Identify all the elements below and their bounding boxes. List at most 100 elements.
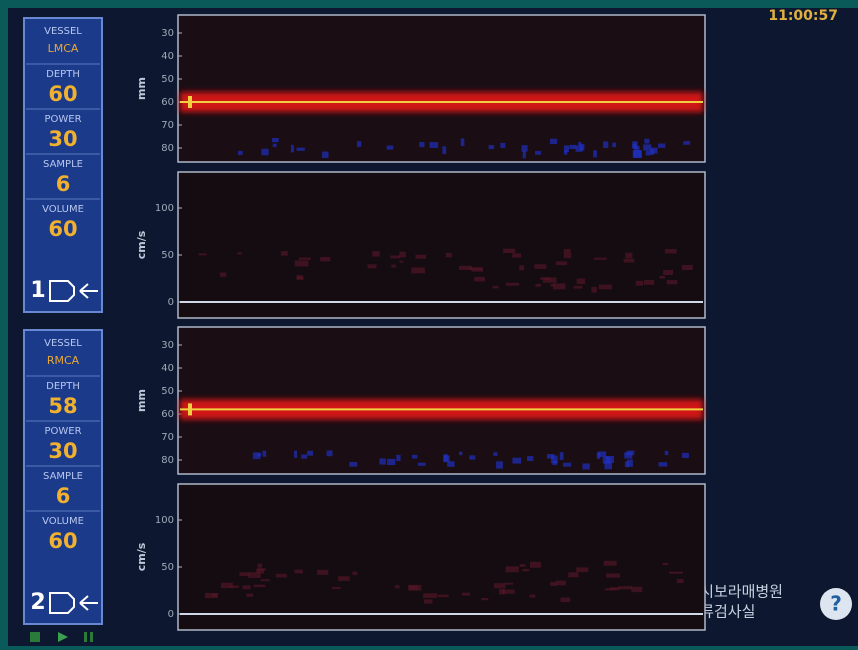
y-tick-label: 50: [161, 250, 174, 261]
flow-speck: [442, 146, 446, 154]
noise-speck: [493, 286, 499, 289]
y-tick-label: 80: [161, 143, 174, 154]
pause-button[interactable]: [90, 632, 93, 642]
y-tick-label: 0: [168, 609, 174, 620]
flow-speck: [593, 150, 597, 157]
flow-speck: [327, 450, 333, 456]
noise-speck: [503, 249, 515, 253]
noise-speck: [564, 249, 571, 253]
flow-speck: [459, 452, 462, 455]
pause-button[interactable]: [84, 632, 87, 642]
noise-speck: [644, 280, 654, 285]
noise-speck: [299, 258, 311, 260]
noise-speck: [623, 259, 634, 263]
flow-speck: [396, 455, 400, 461]
noise-speck: [556, 261, 567, 265]
noise-speck: [605, 588, 617, 590]
noise-speck: [663, 270, 673, 275]
noise-speck: [553, 283, 565, 289]
flow-speck: [547, 454, 554, 459]
noise-speck: [390, 256, 400, 259]
flow-speck: [357, 141, 361, 147]
noise-speck: [338, 576, 350, 581]
y-tick-label: 70: [161, 120, 174, 131]
y-tick-label: 50: [161, 562, 174, 573]
flow-speck: [322, 152, 328, 158]
clock: 11:00:57: [768, 8, 838, 24]
noise-speck: [423, 593, 437, 598]
noise-speck: [258, 564, 263, 568]
noise-speck: [317, 570, 328, 575]
flow-speck: [569, 145, 576, 149]
flow-speck: [496, 461, 503, 468]
noise-speck: [591, 287, 597, 293]
noise-speck: [395, 585, 400, 588]
noise-speck: [535, 284, 541, 287]
flow-speck: [552, 461, 557, 465]
noise-speck: [499, 589, 505, 595]
help-glyph: ?: [830, 592, 842, 616]
noise-speck: [320, 257, 330, 262]
flow-speck: [683, 141, 690, 145]
flow-speck: [597, 452, 600, 459]
noise-speck: [550, 582, 556, 586]
spectrum-plot: [178, 172, 705, 318]
field-value: 60: [48, 82, 77, 106]
button[interactable]: [30, 632, 40, 642]
flow-speck: [489, 145, 495, 149]
noise-speck: [506, 283, 519, 286]
y-tick-label: 60: [161, 409, 174, 420]
flow-speck: [560, 452, 564, 460]
flow-speck: [682, 453, 689, 458]
flow-speck: [564, 150, 567, 154]
flow-speck: [612, 143, 616, 147]
flow-speck: [563, 463, 571, 467]
noise-speck: [332, 587, 341, 589]
flow-speck: [238, 151, 243, 155]
flow-speck: [257, 453, 261, 456]
noise-speck: [618, 586, 632, 589]
noise-speck: [281, 251, 288, 256]
noise-speck: [462, 593, 470, 596]
noise-speck: [519, 265, 524, 270]
noise-speck: [474, 277, 485, 282]
axis-unit: cm/s: [135, 542, 148, 571]
y-tick-label: 80: [161, 455, 174, 466]
flow-speck: [580, 144, 584, 151]
axis-unit: mm: [135, 389, 148, 412]
flow-speck: [387, 145, 394, 149]
noise-speck: [237, 252, 242, 254]
field-value: 60: [48, 529, 77, 553]
noise-speck: [505, 566, 518, 572]
flow-speck: [651, 148, 658, 154]
noise-speck: [625, 253, 632, 259]
flow-speck: [430, 142, 439, 148]
noise-speck: [424, 599, 432, 603]
noise-speck: [261, 579, 270, 581]
flow-speck: [500, 143, 505, 148]
flow-speck: [625, 461, 629, 467]
noise-speck: [459, 266, 472, 270]
flow-speck: [658, 144, 665, 148]
field-label: SAMPLE: [43, 159, 83, 170]
noise-speck: [296, 275, 302, 279]
field-value: 6: [56, 172, 71, 196]
y-tick-label: 60: [161, 97, 174, 108]
field-value: 6: [56, 484, 71, 508]
flow-speck: [412, 455, 417, 459]
noise-speck: [256, 569, 264, 574]
noise-speck: [604, 561, 617, 566]
noise-speck: [254, 585, 265, 587]
noise-speck: [568, 572, 578, 577]
noise-speck: [662, 563, 668, 565]
flow-speck: [261, 149, 268, 156]
y-tick-label: 100: [155, 515, 174, 526]
flow-speck: [469, 455, 475, 459]
flow-speck: [634, 146, 639, 152]
flow-speck: [512, 458, 521, 464]
noise-speck: [530, 595, 536, 598]
flow-speck: [272, 138, 279, 142]
flow-speck: [291, 145, 294, 153]
noise-speck: [574, 286, 583, 289]
noise-speck: [577, 279, 585, 284]
